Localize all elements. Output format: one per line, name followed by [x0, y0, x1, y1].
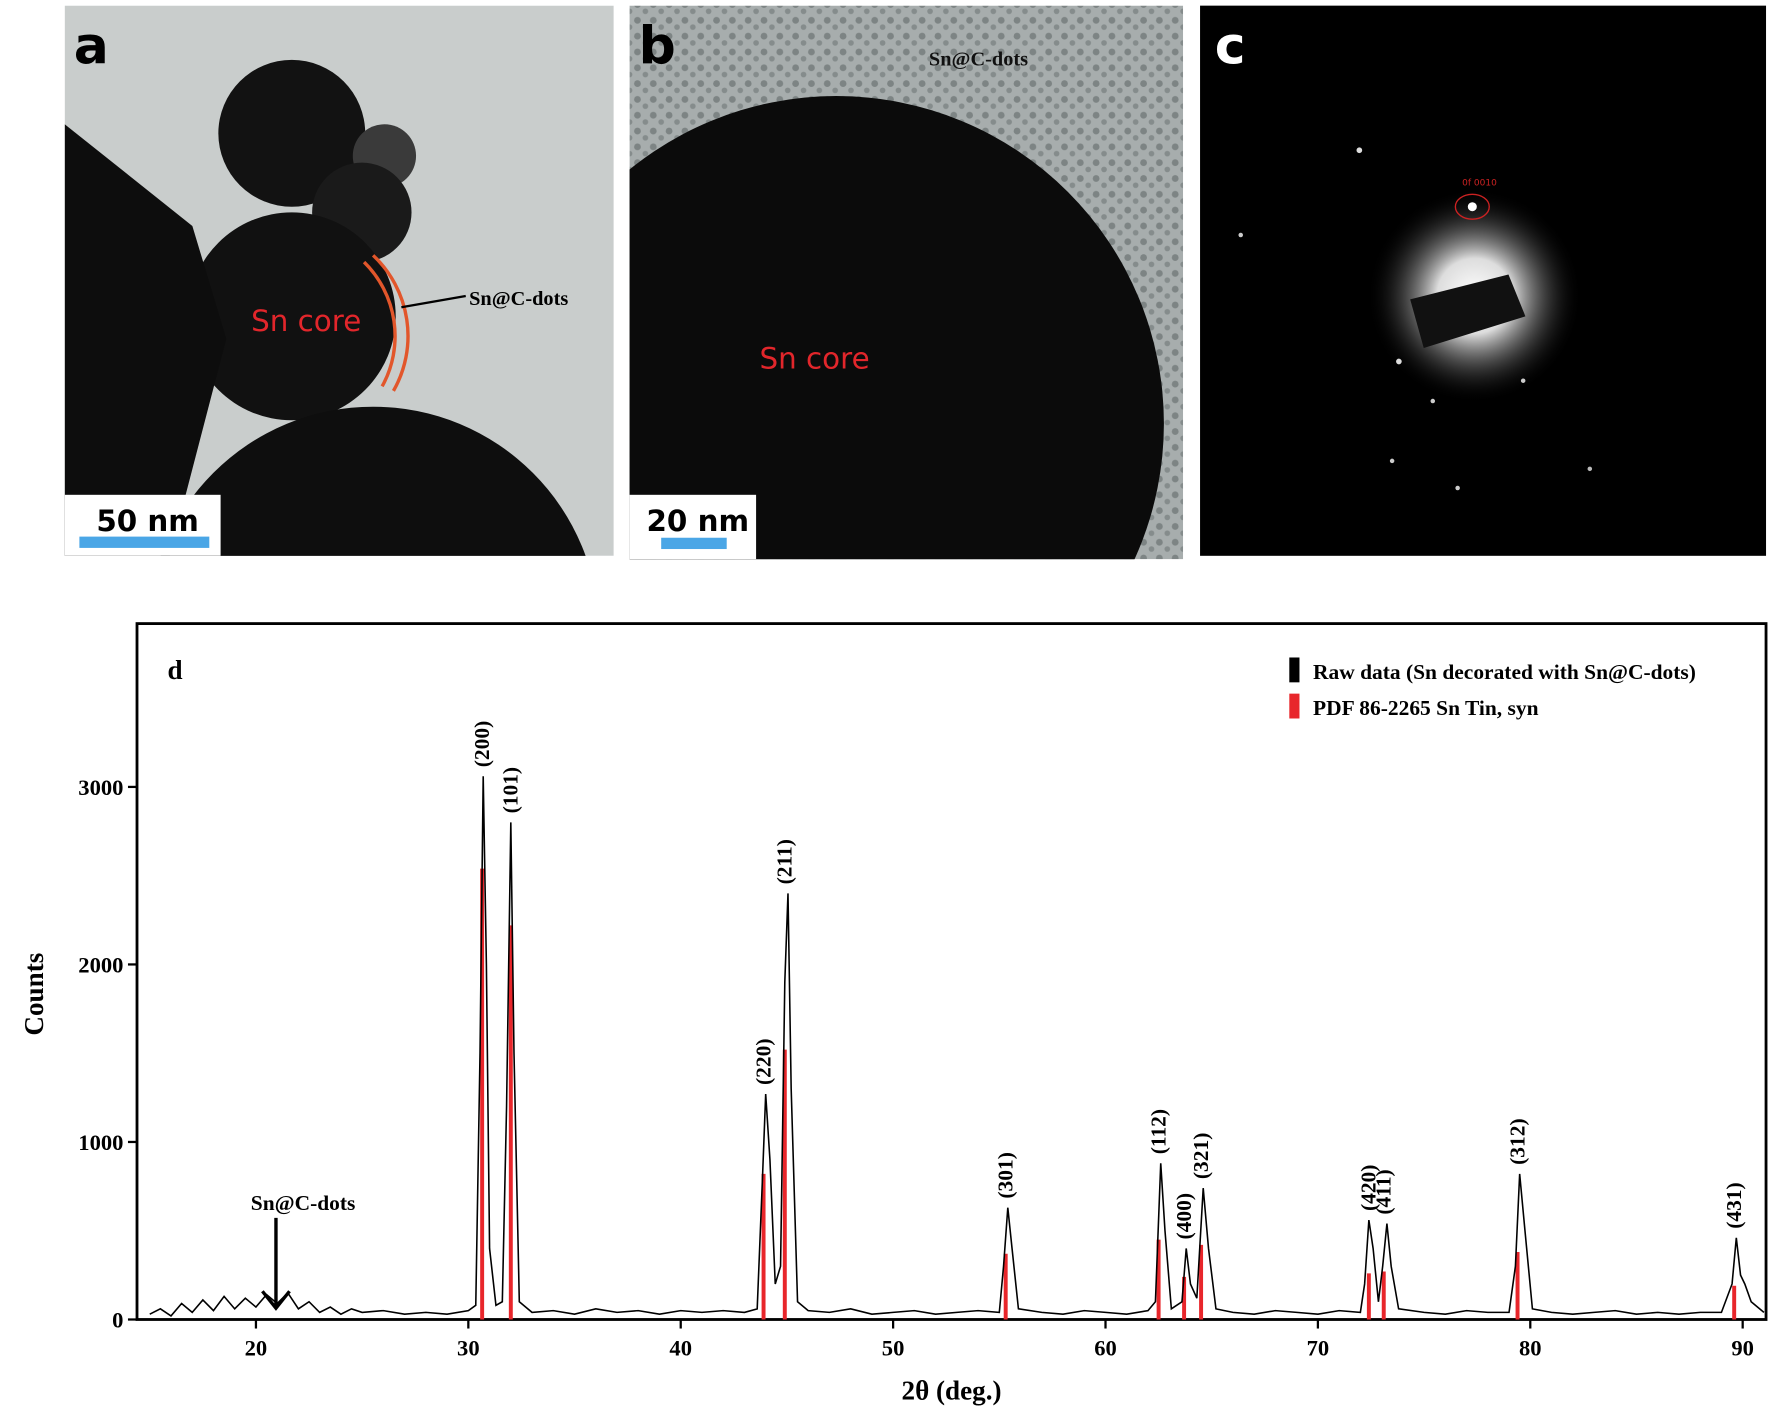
y-tick-label: 2000	[78, 952, 123, 977]
scale-bar-label: 20 nm	[647, 504, 750, 538]
tem-image-b	[629, 5, 1184, 560]
peak-label: (220)	[751, 1039, 775, 1085]
x-tick-label: 90	[1731, 1336, 1754, 1361]
peak-label: (112)	[1146, 1109, 1170, 1154]
data-line	[149, 776, 1765, 1317]
x-tick-label: 80	[1519, 1336, 1542, 1361]
peak-label: (211)	[773, 839, 797, 884]
legend-label: Raw data (Sn decorated with Sn@C-dots)	[1313, 660, 1696, 684]
peak-label: (400)	[1172, 1193, 1196, 1239]
annotation-arrow	[261, 1217, 291, 1311]
diffraction-image-c	[1200, 5, 1767, 556]
x-tick-label: 70	[1307, 1336, 1330, 1361]
x-axis-label: 2θ (deg.)	[902, 1376, 1002, 1406]
peak-label: (312)	[1505, 1118, 1529, 1164]
peak-label: (200)	[470, 721, 494, 767]
y-tick-label: 3000	[78, 775, 123, 800]
panel-letter: b	[639, 16, 676, 76]
image-label: Sn core	[251, 304, 361, 338]
peak-label: (411)	[1372, 1169, 1396, 1214]
legend-swatch	[1289, 693, 1300, 719]
annotation: Sn@C-dots	[251, 1191, 356, 1215]
image-label: Sn core	[759, 341, 869, 375]
scale-bar-label: 50 nm	[96, 504, 199, 538]
legend-swatch	[1289, 657, 1300, 683]
plot-frame	[135, 622, 1768, 1321]
x-tick-label: 20	[245, 1336, 268, 1361]
x-tick-label: 60	[1094, 1336, 1117, 1361]
panel-letter: c	[1215, 16, 1246, 76]
peak-label: (301)	[993, 1152, 1017, 1198]
peak-label: (321)	[1189, 1133, 1213, 1179]
peak-label: (431)	[1722, 1182, 1746, 1228]
y-tick-label: 1000	[78, 1130, 123, 1155]
image-label: Sn@C-dots	[929, 49, 1028, 71]
y-tick-label: 0	[112, 1307, 123, 1332]
x-tick-label: 30	[457, 1336, 480, 1361]
peak-label: (420)	[1357, 1165, 1381, 1211]
x-tick-label: 50	[882, 1336, 905, 1361]
panel-letter: a	[74, 16, 109, 76]
peak-label: (101)	[499, 767, 523, 813]
x-tick-label: 40	[669, 1336, 692, 1361]
y-axis-label: Counts	[19, 953, 49, 1036]
image-label: 0f 0010	[1462, 178, 1497, 188]
image-label: Sn@C-dots	[469, 288, 568, 310]
tem-image-a	[64, 5, 614, 556]
panel-letter: d	[168, 655, 183, 685]
legend-label: PDF 86-2265 Sn Tin, syn	[1313, 696, 1539, 720]
